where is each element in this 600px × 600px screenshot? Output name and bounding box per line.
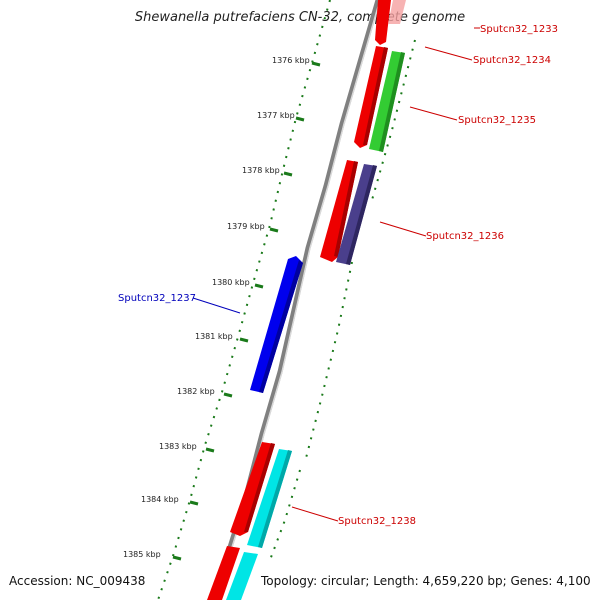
- connector-1236: [379, 221, 427, 237]
- tick-label: 1384 kbp: [141, 495, 179, 504]
- gene-label-1237[interactable]: Sputcn32_1237: [118, 293, 196, 304]
- tick-label: 1376 kbp: [272, 56, 310, 65]
- tick-label: 1379 kbp: [227, 222, 265, 231]
- gene-feature-red[interactable]: [230, 442, 275, 536]
- tick-label: 1377 kbp: [257, 111, 295, 120]
- gene-feature-1238-shade: [258, 450, 292, 548]
- scale-tick: [189, 500, 199, 506]
- gene-feature-1237[interactable]: [250, 256, 303, 393]
- gene-label-1235[interactable]: Sputcn32_1235: [458, 115, 536, 126]
- gene-label-1236[interactable]: Sputcn32_1236: [426, 231, 504, 242]
- scale-tick: [239, 337, 249, 343]
- tick-label: 1385 kbp: [123, 550, 161, 559]
- gene-feature-red[interactable]: [207, 546, 240, 600]
- tick-label: 1382 kbp: [177, 387, 215, 396]
- label-connectors: [192, 27, 480, 522]
- gene-feature-red[interactable]: [320, 160, 358, 262]
- gene-feature-red-shade: [363, 47, 388, 145]
- gene-features: [207, 0, 406, 600]
- scale-tick: [205, 447, 215, 453]
- gene-feature-cyan[interactable]: [226, 552, 258, 600]
- scale-tick: [254, 283, 264, 289]
- gene-feature-1233-pink[interactable]: [388, 0, 406, 24]
- connector-1238: [291, 506, 339, 522]
- scale-tick: [269, 227, 279, 233]
- tick-label: 1381 kbp: [195, 332, 233, 341]
- connector-1235: [409, 106, 458, 121]
- gene-label-1233[interactable]: Sputcn32_1233: [480, 24, 558, 35]
- gene-label-1238[interactable]: Sputcn32_1238: [338, 516, 416, 527]
- genome-summary-text: Topology: circular; Length: 4,659,220 bp…: [261, 574, 591, 588]
- connector-1237: [192, 297, 241, 314]
- scale-tick: [283, 171, 293, 177]
- gene-feature-red-shade: [334, 161, 358, 257]
- connector-1234: [424, 46, 473, 61]
- scale-tick: [311, 61, 321, 67]
- scale-tick: [223, 392, 233, 398]
- tick-label: 1380 kbp: [212, 278, 250, 287]
- scale-ticks: [172, 61, 321, 561]
- gene-feature-green-shade: [379, 52, 405, 152]
- gene-feature-red-shade: [244, 443, 275, 532]
- gene-label-1234[interactable]: Sputcn32_1234: [473, 55, 551, 66]
- scale-tick: [295, 116, 305, 122]
- gene-feature-1233[interactable]: [375, 0, 391, 45]
- gene-feature-purple-shade: [346, 165, 377, 265]
- scale-tick: [172, 555, 182, 561]
- accession-text: Accession: NC_009438: [9, 574, 146, 588]
- tick-label: 1383 kbp: [159, 442, 197, 451]
- gene-feature-1237-shade: [259, 260, 303, 393]
- guide-track-outer-2: [304, 261, 353, 463]
- tick-label: 1378 kbp: [242, 166, 280, 175]
